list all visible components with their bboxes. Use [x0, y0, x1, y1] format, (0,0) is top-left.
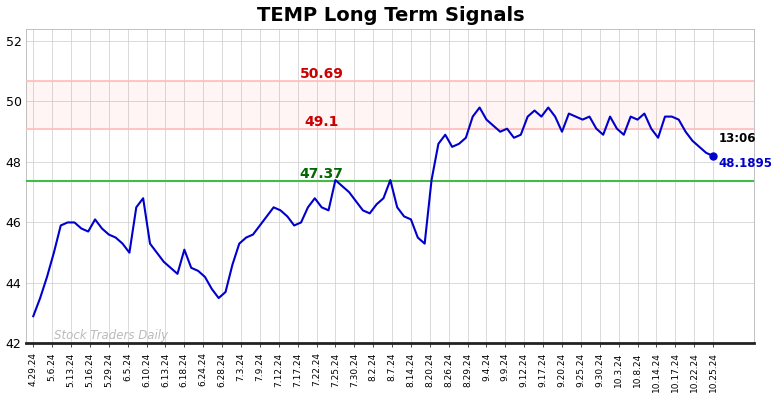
Text: 50.69: 50.69: [299, 66, 343, 80]
Text: 47.37: 47.37: [299, 167, 343, 181]
Text: 49.1: 49.1: [304, 115, 339, 129]
Text: Stock Traders Daily: Stock Traders Daily: [54, 329, 168, 342]
Text: 48.1895: 48.1895: [719, 158, 772, 170]
Bar: [27, 81, 754, 129]
Text: 13:06: 13:06: [719, 132, 756, 145]
Title: TEMP Long Term Signals: TEMP Long Term Signals: [256, 6, 524, 25]
Point: [707, 153, 720, 159]
